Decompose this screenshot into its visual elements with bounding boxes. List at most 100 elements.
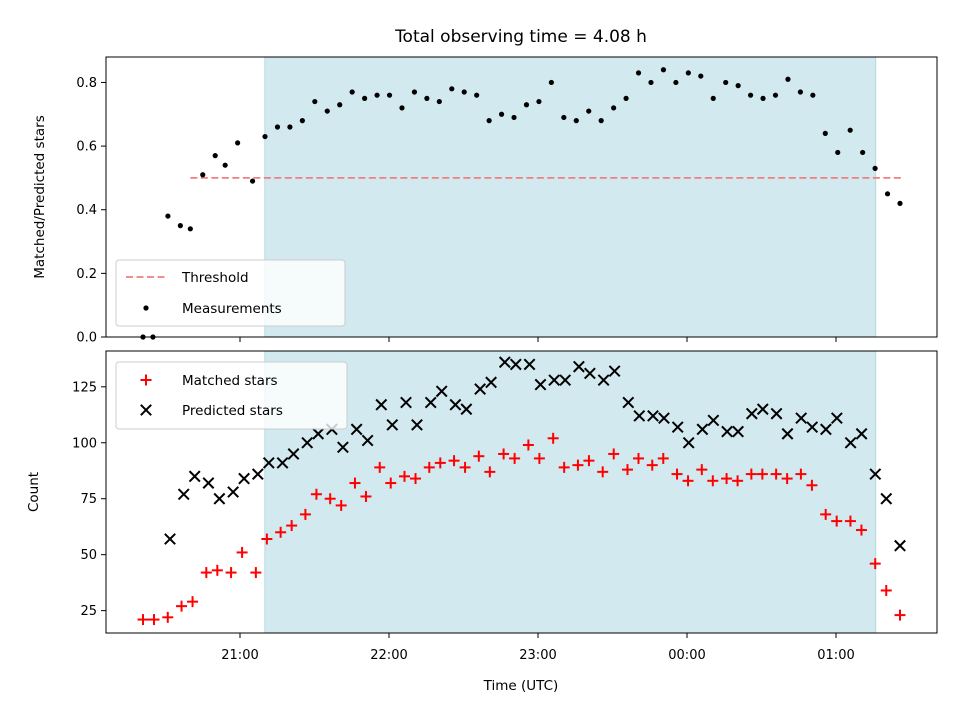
matched-star-point [806,479,818,491]
predicted-x-stroke-b [781,427,794,440]
measurement-point [187,226,193,232]
predicted-star-point [671,421,684,434]
predicted-x-stroke-b [855,427,868,440]
measurement-point [772,92,779,98]
predicted-star-point [658,412,670,425]
measurement-point [411,89,418,95]
bottom-legend-box [115,361,348,430]
predicted-x-stroke-b [350,423,363,436]
measurement-point [262,133,268,140]
measurement-point [810,92,816,98]
predicted-star-point [424,396,437,409]
matched-star-point [299,508,311,520]
measurement-point [222,162,228,168]
matched-star-point [498,448,510,460]
matched-star-point [349,477,361,489]
measurement-point [785,76,791,82]
predicted-star-point [523,358,536,371]
predicted-x-stroke-b [806,421,819,434]
legend-predicted-swatch-b [140,404,152,416]
predicted-star-point [781,427,794,440]
predicted-star-point [164,533,176,545]
legend-measurements-label: Measurements [182,301,282,317]
measurement-point [710,95,716,101]
predicted-star-point [177,488,190,501]
measurement-point [386,92,393,98]
predicted-star-point [460,403,473,416]
predicted-x-stroke-b [164,533,176,545]
measurement-point [523,102,530,108]
predicted-star-point [855,427,868,440]
matched-star-point [473,450,485,462]
predicted-x-stroke-b [262,456,275,469]
predicted-x-stroke-b [375,398,388,411]
predicted-x-stroke-b [597,374,610,387]
predicted-x-stroke-b [424,396,437,409]
predicted-star-point [844,436,857,449]
measurement-point [548,79,554,86]
bottom-x-tick-label: 21:00 [221,648,258,663]
predicted-x-stroke-b [213,492,226,505]
predicted-star-point [188,470,201,483]
predicted-star-point [336,441,349,454]
measurement-point [835,149,841,156]
measurement-point [486,118,492,124]
matched-star-point [632,452,644,464]
predicted-star-point [721,425,734,438]
predicted-star-point [583,367,596,380]
predicted-x-stroke-b [460,403,473,416]
matched-star-point [558,461,570,473]
matched-star-point [732,475,744,487]
predicted-x-stroke-b [509,358,522,371]
matched-star-point [795,468,807,480]
predicted-star-point [819,423,832,436]
matched-star-point [360,490,372,502]
predicted-star-point [276,456,289,469]
measurement-point [498,111,505,117]
measurement-point [860,149,866,156]
matched-star-point [671,468,683,480]
predicted-x-stroke-b [523,358,536,371]
legend-predicted-label: Predicted stars [182,403,283,419]
measurement-point [374,92,380,98]
measurement-point [461,89,467,95]
predicted-star-point [745,407,758,420]
predicted-star-point [301,436,314,449]
predicted-star-point [361,434,374,447]
predicted-x-stroke-b [732,425,744,438]
matched-star-point [721,473,733,485]
matched-star-point [200,567,212,579]
predicted-star-point [633,409,646,422]
predicted-x-stroke-b [707,414,720,427]
matched-star-point [250,567,262,579]
matched-star-point [324,493,336,505]
predicted-star-point [559,374,572,387]
predicted-star-point [213,492,226,505]
matched-star-point [225,567,237,579]
predicted-x-stroke-b [622,396,635,409]
predicted-star-point [830,412,843,425]
measurement-point [586,108,592,114]
predicted-x-stroke-b [238,472,251,485]
measurement-point [177,223,183,229]
predicted-x-stroke-b [287,448,300,460]
matched-star-point [572,459,584,471]
matched-star-point [509,452,521,464]
predicted-x-stroke-b [559,374,572,387]
matched-star-point [657,452,669,464]
matched-star-point [137,614,149,626]
predicted-star-point [227,486,240,498]
matched-star-point [831,515,843,527]
predicted-star-point [647,409,659,422]
top-legend-box [115,259,346,327]
predicted-star-point [238,472,251,485]
bottom-y-axis-label: Count [26,472,42,512]
predicted-x-stroke-b [188,470,201,483]
predicted-x-stroke-b [435,385,448,398]
measurement-point [735,83,741,89]
predicted-star-point [869,468,882,481]
predicted-star-point [682,436,695,449]
predicted-x-stroke-b [721,425,734,438]
predicted-star-point [548,374,561,387]
predicted-star-point [573,360,585,373]
